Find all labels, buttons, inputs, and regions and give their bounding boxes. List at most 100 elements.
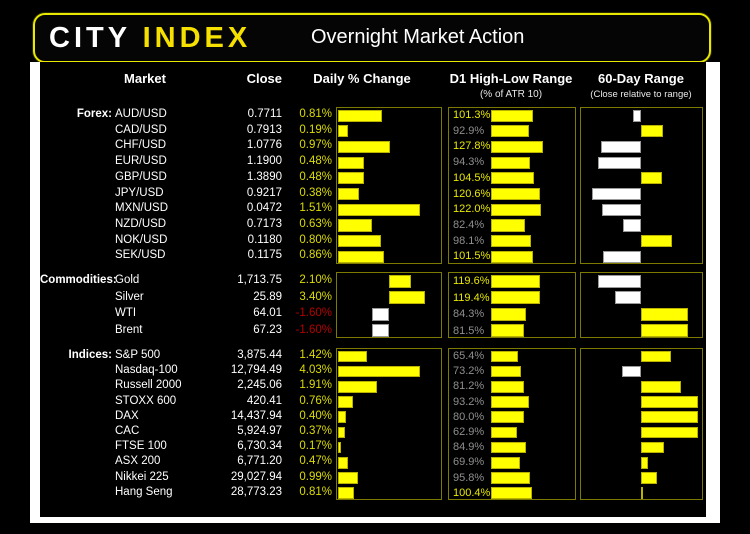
column-header-close: Close xyxy=(246,71,282,86)
range-position-bar xyxy=(597,274,641,288)
market-label: S&P 500 xyxy=(115,349,161,361)
atr-percent-value: 122.0% xyxy=(453,203,491,216)
column-header-market: Market xyxy=(124,71,166,86)
daily-change-value: 0.63% xyxy=(299,217,332,230)
daily-change-value: 0.86% xyxy=(299,249,332,262)
section-0: 101.3% 92.9% 127.8% 94.3% 104.5% 120.6% 122.0%… xyxy=(0,107,750,264)
table-row: Nasdaq-100 12,794.49 4.03% xyxy=(0,363,750,378)
section-category-label: Indices: xyxy=(68,349,112,361)
range-position-bar xyxy=(591,188,641,201)
daily-change-value: 0.37% xyxy=(299,425,332,437)
atr-bar xyxy=(491,411,524,423)
daily-change-bar xyxy=(338,203,420,216)
atr-bar xyxy=(491,188,541,201)
range-position-bar xyxy=(633,109,641,122)
daily-change-bar xyxy=(338,125,349,138)
table-row: DAX 14,437.94 0.40% xyxy=(0,409,750,424)
range-position-bar xyxy=(601,140,641,154)
range-position-bar xyxy=(614,291,641,304)
market-label: STOXX 600 xyxy=(115,394,177,407)
daily-change-value: 1.91% xyxy=(299,379,332,392)
atr-bar xyxy=(491,203,542,216)
close-value: 28,773.23 xyxy=(230,485,282,498)
market-label: EUR/USD xyxy=(115,155,167,168)
atr-percent-value: 82.4% xyxy=(453,218,485,231)
range-position-bar xyxy=(641,456,648,469)
sixty-day-range-chart xyxy=(580,272,703,338)
daily-change-bar xyxy=(338,456,348,469)
daily-change-bar xyxy=(338,219,373,232)
atr-percent-value: 62.9% xyxy=(453,426,485,438)
daily-change-value: 0.76% xyxy=(299,394,332,407)
column-subheader-atr: (% of ATR 10) xyxy=(479,89,543,100)
daily-change-value: 1.42% xyxy=(299,349,332,361)
table-row: Russell 2000 2,245.06 1.91% xyxy=(0,378,750,393)
table-row: GBP/USD 1.3890 0.48% xyxy=(0,170,750,186)
daily-change-bar xyxy=(338,188,359,201)
atr-bar xyxy=(491,156,530,169)
daily-change-value: 4.03% xyxy=(299,364,332,377)
atr-percent-value: 101.3% xyxy=(453,109,491,121)
range-position-bar xyxy=(641,441,664,454)
atr-bar xyxy=(491,350,518,363)
table-row: EUR/USD 1.1900 0.48% xyxy=(0,154,750,170)
range-position-bar xyxy=(602,203,641,216)
daily-change-bar xyxy=(338,172,364,185)
atr-percent-value: 100.4% xyxy=(453,486,491,499)
close-value: 29,027.94 xyxy=(230,470,282,483)
atr-percent-value: 120.6% xyxy=(453,187,491,200)
daily-change-value: 1.51% xyxy=(299,202,332,215)
market-label: Russell 2000 xyxy=(115,379,182,392)
close-value: 0.9217 xyxy=(246,186,282,199)
atr-percent-value: 101.5% xyxy=(453,250,491,263)
atr-bar xyxy=(491,426,517,439)
daily-change-value: 0.48% xyxy=(299,155,332,168)
close-value: 1.3890 xyxy=(246,170,282,183)
section-2: 65.4% 73.2% 81.2% 93.2% 80.0% 62.9% 84.9% 69.9%… xyxy=(0,348,750,500)
close-value: 14,437.94 xyxy=(230,409,282,422)
column-header-daily-change: Daily % Change xyxy=(313,71,411,86)
sixty-day-range-chart xyxy=(580,107,703,264)
daily-change-bar xyxy=(371,307,389,321)
daily-change-bar xyxy=(338,472,359,484)
daily-change-bar xyxy=(338,426,346,439)
daily-change-bar xyxy=(338,156,364,169)
range-position-bar xyxy=(621,365,641,378)
table-row: STOXX 600 420.41 0.76% xyxy=(0,394,750,409)
range-position-bar xyxy=(641,324,688,337)
atr-bar xyxy=(491,487,533,499)
daily-change-bar xyxy=(338,350,367,363)
atr-percent-value: 84.9% xyxy=(453,441,485,454)
close-value: 1.1900 xyxy=(246,155,282,168)
city-index-logo: CITY INDEX xyxy=(49,22,251,55)
atr-bar xyxy=(491,274,541,288)
atr-bar xyxy=(491,291,540,304)
table-row: Silver 25.89 3.40% xyxy=(0,289,750,306)
atr-bar xyxy=(491,396,530,408)
market-label: Nasdaq-100 xyxy=(115,364,178,377)
range-position-bar xyxy=(641,307,688,321)
market-label: NZD/USD xyxy=(115,217,167,230)
daily-change-bar xyxy=(338,365,420,378)
range-position-bar xyxy=(622,219,641,232)
atr-bar xyxy=(491,172,534,185)
market-label: WTI xyxy=(115,307,137,319)
market-label: MXN/USD xyxy=(115,202,169,215)
page-title: Overnight Market Action xyxy=(311,26,525,48)
market-label: Silver xyxy=(115,290,144,303)
close-value: 1,713.75 xyxy=(237,274,282,286)
atr-bar xyxy=(491,235,532,248)
atr-percent-value: 104.5% xyxy=(453,171,491,184)
range-position-bar xyxy=(641,235,672,248)
table-row: Indices: S&P 500 3,875.44 1.42% xyxy=(0,348,750,363)
column-header-d1-range: D1 High-Low Range xyxy=(449,71,573,86)
close-value: 25.89 xyxy=(253,290,282,303)
table-row: CAD/USD 0.7913 0.19% xyxy=(0,123,750,139)
table-row: Commodities: Gold 1,713.75 2.10% xyxy=(0,272,750,289)
table-row: Hang Seng 28,773.23 0.81% xyxy=(0,485,750,500)
section-category-label: Forex: xyxy=(76,108,112,120)
daily-change-bar xyxy=(389,291,426,304)
atr-range-chart: 65.4% 73.2% 81.2% 93.2% 80.0% 62.9% 84.9% 69.9%… xyxy=(448,348,576,500)
market-label: ASX 200 xyxy=(115,455,161,468)
daily-change-bar xyxy=(338,380,377,393)
